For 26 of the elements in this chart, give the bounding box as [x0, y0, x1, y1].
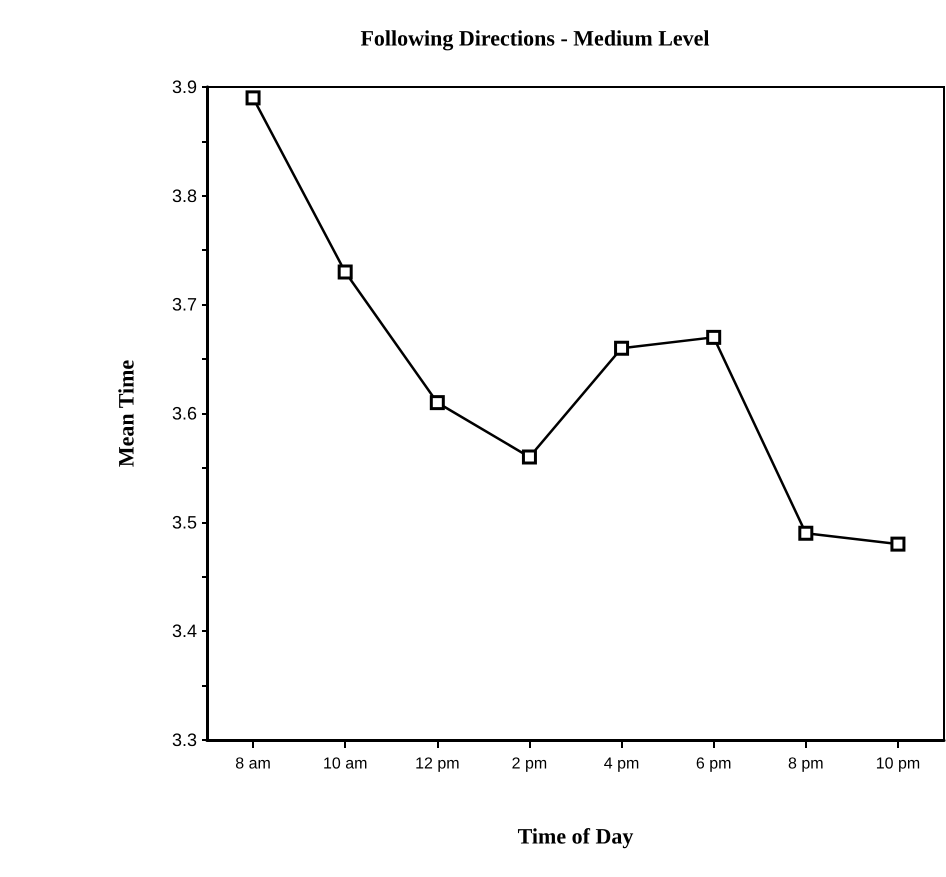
x-tick-label: 10 pm	[876, 756, 920, 772]
x-tick-label: 4 pm	[604, 756, 640, 772]
y-tick-label: 3.4	[172, 621, 197, 642]
y-axis-title: Mean Time	[114, 360, 138, 468]
y-tick-label: 3.9	[172, 77, 197, 97]
point	[522, 450, 537, 465]
x-tick-label: 6 pm	[696, 756, 732, 772]
x-tick-label: 10 am	[322, 756, 368, 772]
x-tick-label: 2 pm	[512, 756, 548, 772]
x-tick-label: 12 pm	[415, 756, 460, 772]
point	[430, 395, 445, 410]
point	[246, 90, 261, 106]
y-tick-label: 3.7	[172, 294, 197, 315]
y-tick-label: 3.3	[172, 730, 197, 750]
point	[614, 340, 630, 356]
x-tick-label: 8 pm	[788, 756, 824, 772]
x-axis-title: Time of Day	[518, 824, 634, 848]
point	[338, 264, 353, 280]
point	[798, 526, 814, 541]
chart-title: Following Directions - Medium Level	[360, 26, 710, 50]
y-tick-label: 3.5	[172, 512, 197, 532]
point	[706, 330, 722, 345]
y-tick-label: 3.6	[172, 404, 197, 424]
point	[890, 536, 906, 552]
x-tick-label: 8 am	[235, 756, 271, 772]
y-tick-label: 3.8	[172, 186, 197, 206]
